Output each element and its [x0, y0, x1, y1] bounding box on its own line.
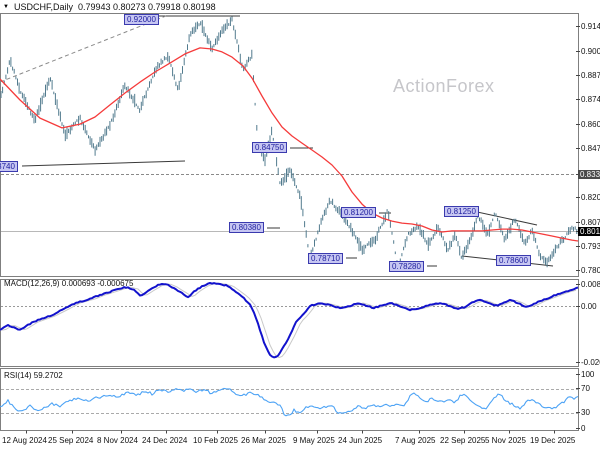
- price-axis-label: 0.80700: [581, 218, 600, 227]
- price-axis-label: 0.88740: [581, 71, 600, 80]
- symbol-dropdown-arrow[interactable]: ▼: [3, 3, 9, 10]
- price-annotation[interactable]: 0.80380: [229, 222, 264, 234]
- x-axis-date-label: 10 Feb 2025: [193, 436, 238, 445]
- rsi-indicator-label: RSI(14) 59.2702: [4, 371, 63, 380]
- x-axis-date-label: 24 Dec 2024: [142, 436, 188, 445]
- price-axis-label: 0.78060: [581, 266, 600, 275]
- price-annotation[interactable]: 0.92000: [124, 14, 159, 25]
- macd-axis-label: 0.008923: [581, 280, 600, 289]
- price-annotation[interactable]: 0.78280: [389, 260, 424, 272]
- x-axis-date-label: 7 Aug 2025: [395, 436, 436, 445]
- price-axis-label: 0.87420: [581, 95, 600, 104]
- macd-indicator-label: MACD(12,26,9) 0.000693 -0.000675: [4, 279, 134, 288]
- current-price-label: 0.80198: [578, 227, 600, 236]
- price-axis-label: 0.82060: [581, 193, 600, 202]
- x-axis-date-label: 26 Mar 2025: [241, 436, 286, 445]
- price-axis-label: 0.91420: [581, 22, 600, 31]
- x-axis-date-label: 22 Sep 2025: [440, 436, 486, 445]
- x-axis-date-label: 8 Nov 2024: [97, 436, 138, 445]
- x-axis-date-label: 19 Dec 2025: [530, 436, 576, 445]
- price-axis-label: 0.86060: [581, 120, 600, 129]
- title-bar: ▼ USDCHF,Daily 0.79943 0.80273 0.79918 0…: [0, 0, 600, 13]
- rsi-axis-label: 100: [581, 370, 595, 379]
- price-annotation[interactable]: 0.78710: [308, 252, 343, 264]
- rsi-axis-label: 30: [581, 408, 590, 417]
- rsi-axis-label: 70: [581, 384, 590, 393]
- price-axis-label: 0.84740: [581, 144, 600, 153]
- price-axis-label: 0.79380: [581, 242, 600, 251]
- x-axis-date-label: 5 Nov 2025: [485, 436, 526, 445]
- price-annotation[interactable]: 0.81200: [341, 207, 376, 219]
- macd-axis-label: -0.020759: [581, 358, 600, 367]
- price-annotation[interactable]: 0.78600: [496, 254, 531, 266]
- x-axis-date-label: 12 Aug 2024: [2, 436, 47, 445]
- ohlc-values: 0.79943 0.80273 0.79918 0.80198: [77, 1, 216, 12]
- price-axis-label: 0.90060: [581, 47, 600, 56]
- price-annotation[interactable]: 0.84750: [252, 142, 287, 154]
- chart-symbol-period: USDCHF,Daily: [13, 1, 73, 12]
- x-axis-date-label: 25 Sep 2024: [48, 436, 94, 445]
- price-annotation[interactable]: 0.83740: [0, 160, 18, 172]
- macd-axis-label: 0.00: [581, 302, 597, 311]
- selected-level-label: 0.83320: [578, 170, 600, 179]
- actionforex-watermark: ActionForex: [393, 76, 495, 96]
- rsi-axis-label: 0: [581, 424, 586, 433]
- price-annotation[interactable]: 0.81250: [444, 206, 479, 218]
- x-axis-date-label: 24 Jun 2025: [338, 436, 383, 445]
- x-axis-date-label: 9 May 2025: [293, 436, 335, 445]
